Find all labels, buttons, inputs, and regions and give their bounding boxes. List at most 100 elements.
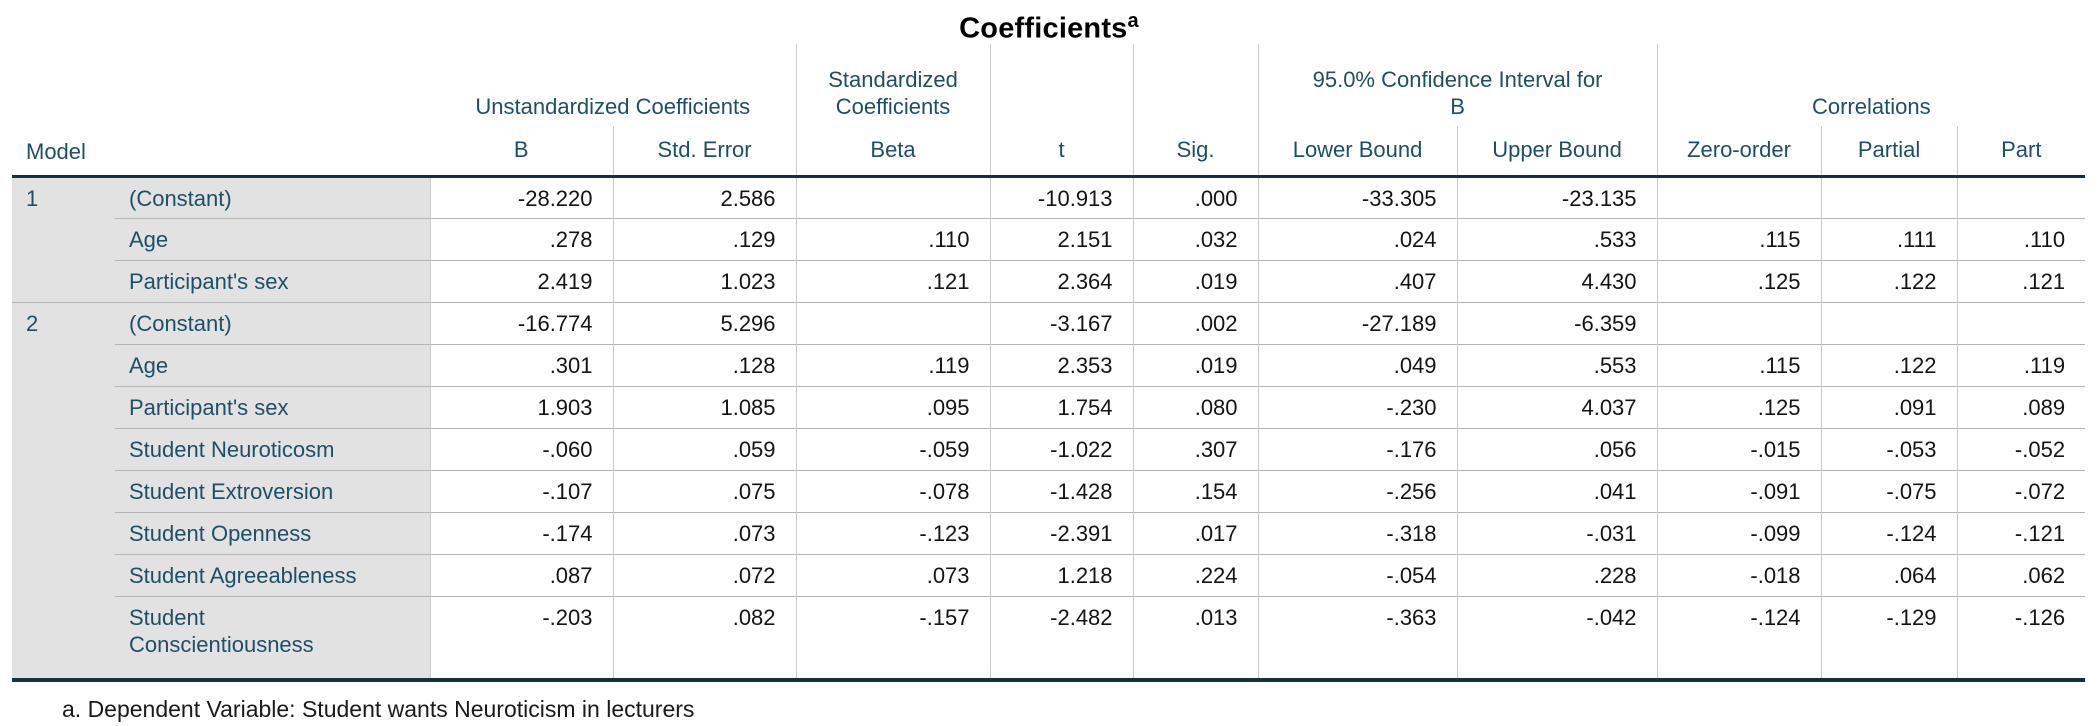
table-row: Student Agreeableness .087.072.073 1.218.2… [12, 553, 2086, 596]
value-cell: .224 [1133, 553, 1259, 596]
value-cell: -.129 [1821, 595, 1958, 680]
value-cell: 2.364 [990, 259, 1134, 302]
value-cell: .553 [1457, 343, 1658, 386]
table-row: Age .301.128.119 2.353.019.049.553.115.122… [12, 343, 2086, 386]
value-cell: -.176 [1258, 427, 1458, 470]
row-label: Student Agreeableness [115, 553, 431, 596]
value-cell: -.174 [430, 511, 614, 554]
value-cell: .121 [796, 259, 991, 302]
value-cell [796, 301, 991, 344]
value-cell [1821, 176, 1958, 218]
value-cell: -.203 [430, 595, 614, 680]
value-cell: .062 [1957, 553, 2086, 596]
header-sub-row: B Std. Error Beta t Sig. Lower Bound Upp… [12, 126, 2086, 178]
value-cell: -.126 [1957, 595, 2086, 680]
value-cell: -2.391 [990, 511, 1134, 554]
value-cell: -33.305 [1258, 176, 1458, 218]
value-cell [1657, 301, 1822, 344]
row-label: Participant's sex [115, 385, 431, 428]
value-cell: .115 [1657, 217, 1822, 260]
value-cell: -.053 [1821, 427, 1958, 470]
model-number: 2 [12, 301, 115, 680]
row-label: Student Neuroticosm [115, 427, 431, 470]
row-label: Age [115, 217, 431, 260]
table-row: Participant's sex 2.419 1.023.121 2.364.019… [12, 259, 2086, 302]
value-cell: -27.189 [1258, 301, 1458, 344]
value-cell [1821, 301, 1958, 344]
table-row: 1 (Constant) -28.220 2.586 -10.913.000 -33.30… [12, 176, 2085, 302]
value-cell [1657, 176, 1822, 218]
header-group-correlations: Correlations [1811, 94, 1931, 119]
table-title: Coefficientsa [0, 0, 2098, 45]
value-cell: .407 [1258, 259, 1458, 302]
header-spacer-t [990, 44, 1134, 126]
value-cell: -.107 [430, 469, 614, 512]
value-cell: .032 [1133, 217, 1259, 260]
value-cell: 2.353 [990, 343, 1134, 386]
value-cell: -.075 [1821, 469, 1958, 512]
value-cell: .017 [1133, 511, 1259, 554]
value-cell: -.121 [1957, 511, 2086, 554]
value-cell: .091 [1821, 385, 1958, 428]
value-cell: -.157 [796, 595, 991, 680]
value-cell: 2.586 [613, 176, 797, 218]
value-cell: .119 [1957, 343, 2086, 386]
row-label: Student Conscientiousness [115, 595, 431, 680]
value-cell: .002 [1133, 301, 1259, 344]
value-cell: .301 [430, 343, 614, 386]
header-group-ci: 95.0% Confidence Interval for B [1258, 44, 1658, 126]
value-cell: .119 [796, 343, 991, 386]
value-cell: .278 [430, 217, 614, 260]
value-cell: -16.774 [430, 301, 614, 344]
value-cell: 5.296 [613, 301, 797, 344]
coefficients-table: Model Unstandardized Coefficients Standa… [12, 44, 2086, 682]
value-cell: .125 [1657, 385, 1822, 428]
value-cell [1957, 176, 2085, 218]
header-group-row: Model Unstandardized Coefficients Standa… [12, 44, 2085, 178]
value-cell: 1.754 [990, 385, 1134, 428]
value-cell: 2.419 [430, 259, 614, 302]
value-cell: -.042 [1457, 595, 1658, 680]
header-group-unstandardized: Unstandardized Coefficients [430, 44, 797, 126]
header-col-part: Part [1957, 126, 2086, 178]
title-superscript: a [1127, 10, 1139, 32]
row-label: (Constant) [115, 176, 431, 218]
value-cell: .128 [613, 343, 797, 386]
header-col-partial: Partial [1821, 126, 1958, 178]
header-col-t: t [990, 126, 1134, 178]
value-cell: .072 [613, 553, 797, 596]
table-row: Student Openness -.174.073 -.123 -2.391.017… [12, 511, 2086, 554]
value-cell: .019 [1133, 259, 1259, 302]
value-cell [796, 176, 991, 218]
value-cell: -.078 [796, 469, 991, 512]
value-cell: 1.085 [613, 385, 797, 428]
value-cell: 4.430 [1457, 259, 1658, 302]
value-cell: -1.022 [990, 427, 1134, 470]
value-cell: 4.037 [1457, 385, 1658, 428]
value-cell: .307 [1133, 427, 1259, 470]
value-cell: -10.913 [990, 176, 1134, 218]
value-cell: .000 [1133, 176, 1259, 218]
value-cell: -.052 [1957, 427, 2086, 470]
value-cell: .115 [1657, 343, 1822, 386]
value-cell: -28.220 [430, 176, 614, 218]
value-cell: -.018 [1657, 553, 1822, 596]
value-cell: .228 [1457, 553, 1658, 596]
value-cell: .059 [613, 427, 797, 470]
value-cell: -3.167 [990, 301, 1134, 344]
value-cell: .154 [1133, 469, 1259, 512]
model-number: 1 [12, 176, 115, 302]
value-cell: .064 [1821, 553, 1958, 596]
value-cell: .024 [1258, 217, 1458, 260]
value-cell: .129 [613, 217, 797, 260]
value-cell: .080 [1133, 385, 1259, 428]
table-header: Model Unstandardized Coefficients Standa… [12, 44, 2086, 178]
value-cell: .125 [1657, 259, 1822, 302]
row-label: (Constant) [115, 301, 431, 344]
value-cell: 2.151 [990, 217, 1134, 260]
value-cell: -.230 [1258, 385, 1458, 428]
row-label: Student Extroversion [115, 469, 431, 512]
table-row: Age .278.129.110 2.151.032.024.533.115.111… [12, 217, 2086, 260]
header-spacer-sig [1133, 44, 1259, 126]
header-group-standardized: Standardized Coefficients [796, 44, 991, 126]
